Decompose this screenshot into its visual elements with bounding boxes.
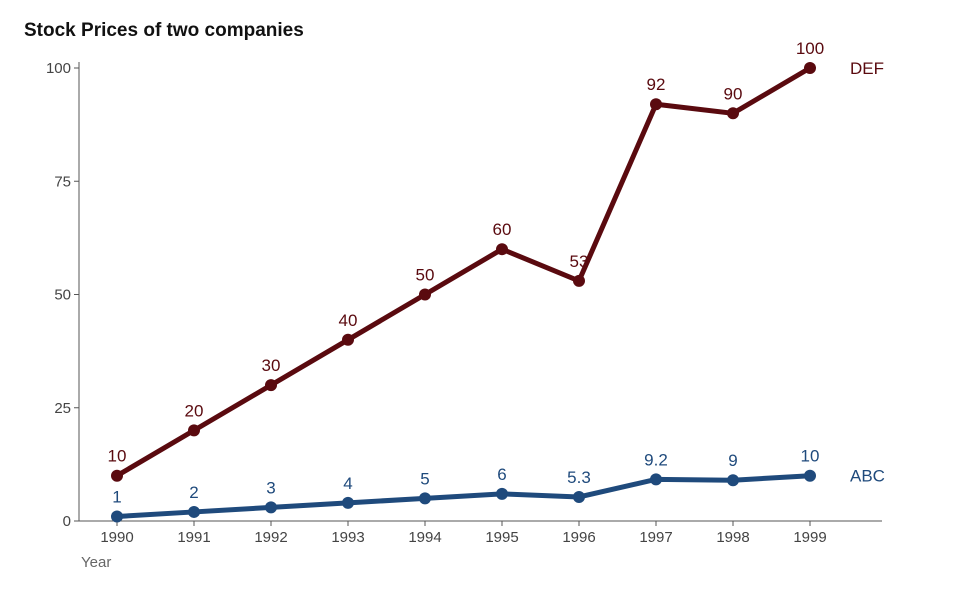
data-label-abc: 9.2 <box>644 450 668 469</box>
data-label-def: 40 <box>339 311 358 330</box>
data-label-abc: 4 <box>343 474 352 493</box>
data-point-def <box>342 333 354 346</box>
data-label-def: 90 <box>724 84 743 103</box>
data-point-def <box>188 424 200 437</box>
x-axis-title: Year <box>81 554 111 571</box>
series-line-abc <box>114 473 813 519</box>
x-tick-label: 1998 <box>716 529 749 546</box>
x-tick-label: 1990 <box>100 529 133 546</box>
data-point-def <box>650 98 662 111</box>
y-tick-label: 0 <box>63 513 71 530</box>
data-point-abc <box>342 496 354 509</box>
y-tick-label: 25 <box>54 400 71 417</box>
data-labels: 10 20 30 40 50 60 53 92 90 100 DEF 1 2 3 4 5 6 5.3 9.2 9 10 A… <box>108 39 885 506</box>
data-label-abc: 1 <box>112 487 121 506</box>
x-tick-label: 1993 <box>331 529 364 546</box>
data-label-abc: 3 <box>266 478 275 497</box>
data-label-abc: 9 <box>728 451 737 470</box>
data-label-def: 60 <box>493 220 512 239</box>
data-point-def <box>573 274 585 287</box>
data-point-abc <box>265 501 277 514</box>
x-tick-label: 1992 <box>254 529 287 546</box>
x-tick-label: 1991 <box>177 529 210 546</box>
data-point-abc <box>804 469 816 482</box>
x-tick-label: 1996 <box>562 529 595 546</box>
chart-title: Stock Prices of two companies <box>24 20 304 41</box>
x-tick-label: 1999 <box>793 529 826 546</box>
x-tick-label: 1997 <box>639 529 672 546</box>
data-label-abc: 6 <box>497 465 506 484</box>
data-point-def <box>727 107 739 120</box>
data-point-abc <box>111 510 123 523</box>
data-label-abc: 10 <box>801 447 820 466</box>
data-label-abc: 5.3 <box>567 468 591 487</box>
series-label-abc: ABC <box>850 467 885 486</box>
data-point-abc <box>188 505 200 518</box>
y-tick-label: 75 <box>54 173 71 190</box>
data-point-def <box>265 379 277 392</box>
data-label-def: 92 <box>647 75 666 94</box>
series-label-def: DEF <box>850 59 884 78</box>
data-point-def <box>496 243 508 256</box>
y-tick-label: 100 <box>46 60 71 77</box>
data-label-def: 20 <box>185 401 204 420</box>
data-label-def: 50 <box>416 266 435 285</box>
data-label-abc: 5 <box>420 469 429 488</box>
series-group <box>111 62 816 523</box>
data-label-def: 100 <box>796 39 824 58</box>
data-label-def: 10 <box>108 447 127 466</box>
y-tick-label: 50 <box>54 287 71 304</box>
x-tick-label: 1995 <box>485 529 518 546</box>
x-tick-label: 1994 <box>408 529 441 546</box>
data-point-abc <box>650 473 662 486</box>
data-point-abc <box>496 487 508 500</box>
data-point-abc <box>573 490 585 503</box>
data-label-abc: 2 <box>189 483 198 502</box>
data-point-def <box>111 469 123 482</box>
data-point-def <box>804 62 816 74</box>
data-point-def <box>419 288 431 301</box>
data-label-def: 53 <box>570 252 589 271</box>
data-point-abc <box>419 492 431 505</box>
data-label-def: 30 <box>262 356 281 375</box>
data-point-abc <box>727 474 739 487</box>
series-line-def <box>114 65 813 479</box>
